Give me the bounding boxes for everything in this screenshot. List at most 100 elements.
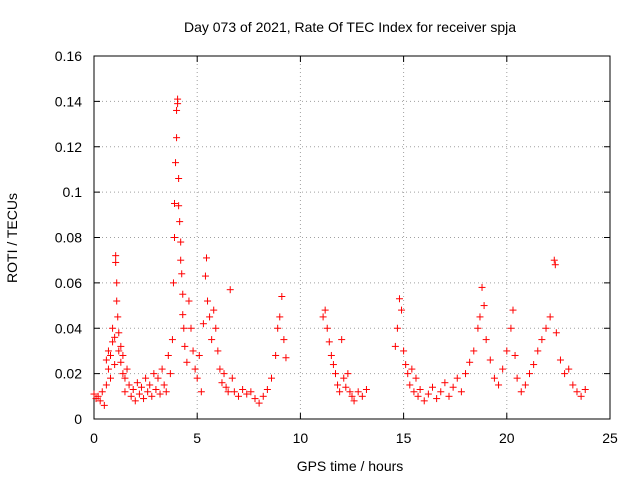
data-point [507, 324, 515, 332]
data-point [393, 324, 401, 332]
x-tick-label: 5 [193, 430, 201, 446]
data-point [189, 347, 197, 355]
data-point [556, 356, 564, 364]
data-point [202, 254, 210, 262]
chart-title: Day 073 of 2021, Rate Of TEC Index for r… [184, 19, 516, 35]
data-point [354, 388, 362, 396]
data-point [263, 386, 271, 394]
data-point [511, 351, 519, 359]
data-point [131, 397, 139, 405]
data-point [212, 324, 220, 332]
data-point [148, 392, 156, 400]
data-point [319, 313, 327, 321]
x-tick-label: 25 [602, 430, 618, 446]
data-point [412, 374, 420, 382]
data-point [486, 356, 494, 364]
data-point [551, 261, 559, 269]
data-point [402, 361, 410, 369]
data-point [168, 336, 176, 344]
data-point [102, 381, 110, 389]
data-point [466, 358, 474, 366]
y-axis-ticks: 0 0.02 0.04 0.06 0.08 0.1 0.12 0.14 0.16 [55, 48, 610, 427]
data-point [272, 351, 280, 359]
data-point [542, 324, 550, 332]
data-point [538, 336, 546, 344]
data-point [146, 381, 154, 389]
data-point [94, 392, 102, 400]
data-point [457, 388, 465, 396]
y-axis-label: ROTI / TECUs [4, 193, 20, 283]
data-point [480, 302, 488, 310]
data-point [338, 336, 346, 344]
y-tick-label: 0.02 [55, 366, 82, 382]
data-point [329, 361, 337, 369]
data-point [180, 324, 188, 332]
data-point [499, 365, 507, 373]
data-point [156, 390, 164, 398]
data-point [152, 386, 160, 394]
data-point [441, 379, 449, 387]
data-point [453, 374, 461, 382]
data-point [102, 356, 110, 364]
data-point [239, 386, 247, 394]
data-point [125, 381, 133, 389]
data-point [193, 374, 201, 382]
data-point [113, 279, 121, 287]
x-axis-label: GPS time / hours [297, 458, 404, 474]
grid-lines [94, 56, 610, 419]
data-point [169, 279, 177, 287]
data-point [228, 374, 236, 382]
data-point [391, 342, 399, 350]
data-point [340, 374, 348, 382]
data-point [109, 338, 117, 346]
data-point [428, 383, 436, 391]
x-tick-label: 15 [396, 430, 412, 446]
data-point [115, 347, 123, 355]
data-point [400, 347, 408, 355]
data-point [414, 392, 422, 400]
data-point [226, 286, 234, 294]
data-point [137, 383, 145, 391]
data-point [174, 100, 182, 108]
data-points [90, 95, 589, 409]
data-point [216, 365, 224, 373]
data-point [395, 295, 403, 303]
data-point [177, 238, 185, 246]
data-point [247, 388, 255, 396]
data-point [107, 374, 115, 382]
data-point [140, 395, 148, 403]
x-tick-label: 10 [293, 430, 309, 446]
data-point [406, 381, 414, 389]
data-point [251, 395, 259, 403]
data-point [98, 388, 106, 396]
data-point [581, 386, 589, 394]
y-tick-label: 0.14 [55, 93, 82, 109]
data-point [183, 358, 191, 366]
data-point [490, 374, 498, 382]
data-point [173, 106, 181, 114]
data-point [530, 361, 538, 369]
data-point [162, 388, 170, 396]
data-point [437, 388, 445, 396]
data-point [331, 370, 339, 378]
y-tick-label: 0.16 [55, 48, 82, 64]
data-point [495, 381, 503, 389]
data-point [164, 351, 172, 359]
data-point [214, 347, 222, 355]
data-point [96, 397, 104, 405]
data-point [90, 390, 98, 398]
data-point [129, 386, 137, 394]
data-point [144, 388, 152, 396]
data-point [274, 324, 282, 332]
data-point [224, 388, 232, 396]
data-point [336, 388, 344, 396]
y-tick-label: 0 [74, 411, 82, 427]
data-point [424, 390, 432, 398]
data-point [358, 392, 366, 400]
data-point [513, 374, 521, 382]
data-point [123, 365, 131, 373]
data-point [325, 338, 333, 346]
data-point [408, 365, 416, 373]
data-point [550, 256, 558, 264]
